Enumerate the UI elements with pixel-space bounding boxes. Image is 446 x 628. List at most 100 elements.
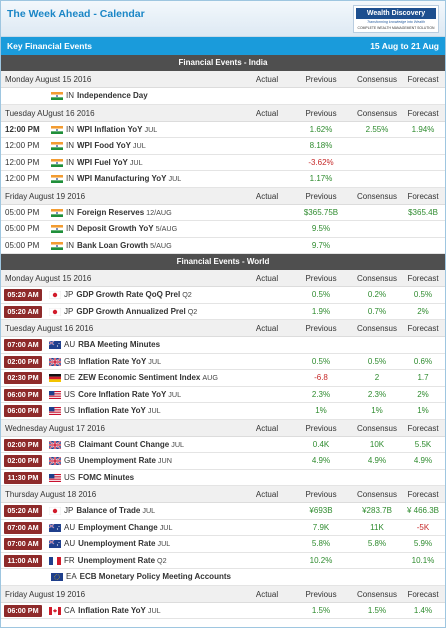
event-name-cell[interactable]: CA Inflation Rate YoY JUL xyxy=(64,603,161,620)
country-code: AU xyxy=(64,522,76,532)
event-row[interactable]: 07:00 AM AU RBA Meeting Minutes xyxy=(1,337,445,354)
india-flag xyxy=(51,125,63,134)
event-row[interactable]: 02:00 PM GB Inflation Rate YoY JUL 0.5% 0.5% 0… xyxy=(1,353,445,371)
event-name-cell[interactable]: JP Balance of Trade JUL xyxy=(64,503,155,520)
event-name-cell[interactable]: IN Deposit Growth YoY 5/AUG xyxy=(66,221,177,238)
event-row[interactable]: 06:00 PM CA Inflation Rate YoY JUL 1.5% 1.5% 1… xyxy=(1,602,445,620)
uk-flag xyxy=(49,357,61,366)
us-flag xyxy=(49,390,61,399)
forecast-column-header: Forecast xyxy=(407,75,439,84)
event-row[interactable]: 07:00 AM AU Employment Change JUL 7.9K 11K -5K xyxy=(1,519,445,537)
japan-flag xyxy=(49,507,61,516)
event-row[interactable]: 12:00 PM IN WPI Fuel YoY JUL -3.62% xyxy=(1,154,445,172)
event-name-cell[interactable]: GB Claimant Count Change JUL xyxy=(64,437,184,454)
event-period: Q2 xyxy=(157,555,167,565)
previous-value: 1.62% xyxy=(309,124,333,134)
event-time-badge: 05:20 AM xyxy=(4,505,42,518)
event-name-cell[interactable]: DE ZEW Economic Sentiment Index AUG xyxy=(64,370,218,387)
event-name-cell[interactable]: JP GDP Growth Rate QoQ Prel Q2 xyxy=(64,287,192,304)
event-row[interactable]: 12:00 PM IN WPI Food YoY JUL 8.18% xyxy=(1,138,445,155)
event-name-cell[interactable]: IN WPI Fuel YoY JUL xyxy=(66,155,143,172)
previous-value: 0.5% xyxy=(311,290,331,299)
day-date: Monday August 15 2016 xyxy=(5,75,92,84)
consensus-column-header: Consensus xyxy=(356,274,398,283)
india-flag xyxy=(51,225,63,234)
consensus-column-header: Consensus xyxy=(356,191,398,201)
event-row[interactable]: 02:00 PM GB Claimant Count Change JUL 0.4K 10… xyxy=(1,436,445,454)
country-code: US xyxy=(64,406,76,415)
event-row[interactable]: 11:00 AM FR Unemployment Rate Q2 10.2% 10.1% xyxy=(1,552,445,570)
event-row[interactable]: 05:00 PM IN Deposit Growth YoY 5/AUG 9.5% xyxy=(1,221,445,238)
country-code: IN xyxy=(66,240,74,250)
event-row[interactable]: 05:20 AM JP GDP Growth Rate QoQ Prel Q2 0.5%… xyxy=(1,287,445,304)
event-name-cell[interactable]: IN Bank Loan Growth 5/AUG xyxy=(66,238,172,255)
event-name-cell[interactable]: IN WPI Manufacturing YoY JUL xyxy=(66,171,181,188)
day-header: Monday August 15 2016 Actual Previous Conse… xyxy=(1,270,445,287)
forecast-value: 5.5K xyxy=(414,439,432,449)
event-period: Q2 xyxy=(182,290,192,299)
event-time-badge: 05:20 AM xyxy=(4,289,42,302)
event-name-cell[interactable]: US Inflation Rate YoY JUL xyxy=(64,403,161,420)
country-code: US xyxy=(64,472,76,482)
event-name-cell[interactable]: AU RBA Meeting Minutes xyxy=(64,337,160,354)
event-row[interactable]: 11:30 PM US FOMC Minutes xyxy=(1,469,445,487)
event-row[interactable]: 05:20 AM JP GDP Growth Annualized Prel Q2 1.… xyxy=(1,303,445,321)
event-period: JUL xyxy=(147,605,161,615)
event-row[interactable]: EA ECB Monetary Policy Meeting Accounts xyxy=(1,569,445,586)
previous-column-header: Previous xyxy=(305,75,337,84)
event-row[interactable]: 06:00 PM US Core Inflation Rate YoY JUL 2.3%… xyxy=(1,386,445,404)
previous-value: 0.5% xyxy=(311,356,331,366)
eu-flag xyxy=(51,573,63,582)
previous-value: 9.7% xyxy=(311,240,331,250)
event-name: WPI Fuel YoY xyxy=(77,157,128,167)
country-code: IN xyxy=(66,174,74,183)
event-name-cell[interactable]: US Core Inflation Rate YoY JUL xyxy=(64,387,181,404)
event-name-cell[interactable]: AU Unemployment Rate JUL xyxy=(64,536,170,553)
event-row[interactable]: 07:00 AM AU Unemployment Rate JUL 5.8% 5.8% 5.… xyxy=(1,536,445,553)
event-name-cell[interactable]: IN WPI Food YoY JUL xyxy=(66,138,146,155)
forecast-value: $365.4B xyxy=(408,207,438,217)
event-name: GDP Growth Annualized Prel xyxy=(76,306,186,316)
previous-value: 5.8% xyxy=(311,539,331,548)
event-row[interactable]: IN Independence Day xyxy=(1,88,445,105)
event-row[interactable]: 12:00 PM IN WPI Inflation YoY JUL 1.62% 2.55%… xyxy=(1,121,445,139)
event-name-cell[interactable]: IN WPI Inflation YoY JUL xyxy=(66,122,157,139)
forecast-column-header: Forecast xyxy=(407,191,439,201)
forecast-value: 1.7 xyxy=(417,373,429,382)
day-date: Tuesday August 16 2016 xyxy=(5,324,94,333)
event-name-cell[interactable]: AU Employment Change JUL xyxy=(64,520,173,537)
actual-column-header: Actual xyxy=(255,324,279,333)
event-name-cell[interactable]: EA ECB Monetary Policy Meeting Accounts xyxy=(66,569,231,586)
event-row[interactable]: 05:00 PM IN Bank Loan Growth 5/AUG 9.7% xyxy=(1,237,445,255)
event-name-cell[interactable]: JP GDP Growth Annualized Prel Q2 xyxy=(64,304,197,321)
event-row[interactable]: 12:00 PM IN WPI Manufacturing YoY JUL 1.17% xyxy=(1,171,445,188)
forecast-value: 2% xyxy=(417,306,429,316)
consensus-value: 2 xyxy=(374,373,380,382)
event-name-cell[interactable]: GB Unemployment Rate JUN xyxy=(64,453,172,470)
day-header: Monday August 15 2016 Actual Previous Conse… xyxy=(1,71,445,88)
event-name-cell[interactable]: US FOMC Minutes xyxy=(64,470,134,487)
forecast-value: 1.94% xyxy=(411,124,435,134)
event-name-cell[interactable]: IN Foreign Reserves 12/AUG xyxy=(66,205,172,222)
event-row[interactable]: 05:00 PM IN Foreign Reserves 12/AUG $365.75B… xyxy=(1,204,445,222)
key-events-band: Key Financial Events 15 Aug to 21 Aug xyxy=(1,37,445,55)
previous-value: 8.18% xyxy=(309,141,333,150)
event-row[interactable]: 02:30 PM DE ZEW Economic Sentiment Index AU… xyxy=(1,370,445,387)
previous-value: 0.4K xyxy=(312,439,330,449)
event-name: Claimant Count Change xyxy=(78,439,170,449)
event-row[interactable]: 05:20 AM JP Balance of Trade JUL ¥693B ¥283.7… xyxy=(1,503,445,520)
event-row[interactable]: 06:00 PM US Inflation Rate YoY JUL 1% 1% 1% xyxy=(1,403,445,420)
event-name-cell[interactable]: IN Independence Day xyxy=(66,88,148,105)
logo-tagline: Transforming knowledge into Wealth xyxy=(367,20,425,24)
event-name: FOMC Minutes xyxy=(78,472,135,482)
consensus-value: ¥283.7B xyxy=(362,506,392,515)
event-name-cell[interactable]: GB Inflation Rate YoY JUL xyxy=(64,354,161,371)
event-row[interactable]: 02:00 PM GB Unemployment Rate JUN 4.9% 4.9% 4.… xyxy=(1,453,445,470)
previous-value: 4.9% xyxy=(311,456,331,465)
event-time-badge: 07:00 AM xyxy=(4,339,42,352)
event-time-badge: 02:00 PM xyxy=(4,438,42,451)
event-time-badge: 02:00 PM xyxy=(4,355,42,368)
country-code: GB xyxy=(64,439,76,449)
event-name-cell[interactable]: FR Unemployment Rate Q2 xyxy=(64,553,167,570)
